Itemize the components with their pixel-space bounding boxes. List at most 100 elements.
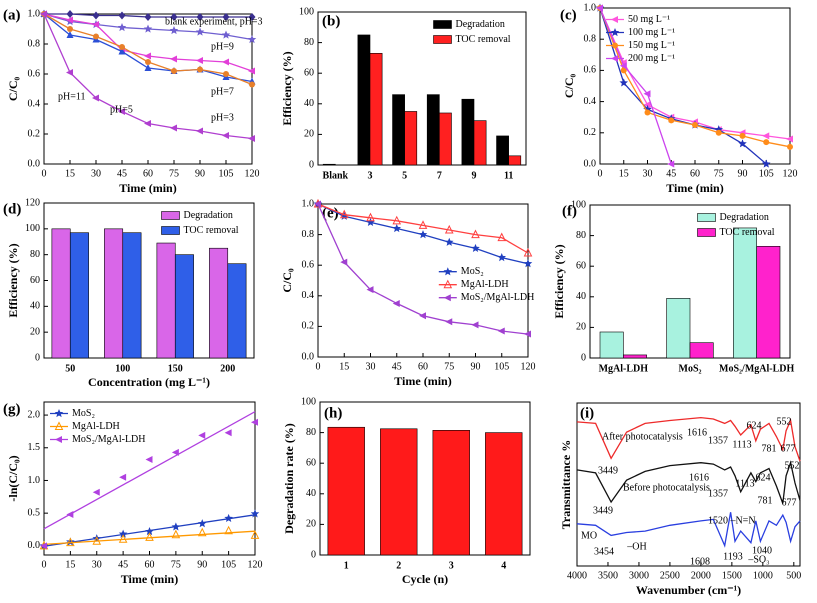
series-line (576, 512, 801, 548)
marker (92, 488, 100, 496)
legend-label: 50 mg L⁻¹ (628, 14, 670, 25)
marker (620, 67, 627, 74)
bar (104, 228, 124, 359)
y-tick-label: 1.0 (302, 198, 315, 209)
y-tick-label: 0.0 (584, 158, 597, 169)
marker (224, 525, 233, 535)
marker (497, 327, 505, 335)
y-tick-label: 40 (30, 301, 40, 312)
marker (222, 132, 229, 139)
x-tick-label: 30 (643, 168, 653, 179)
panel-label: (f) (562, 203, 577, 219)
marker (222, 13, 230, 21)
bar (623, 354, 647, 359)
x-axis-label: Time (min) (394, 374, 451, 388)
marker (40, 10, 47, 18)
x-tick-label: 75 (171, 559, 181, 570)
marker (471, 229, 480, 239)
legend-label: MoS₂ (461, 266, 484, 277)
y-tick-label: 80 (304, 37, 314, 48)
x-tick-label: 1000 (753, 570, 773, 581)
marker (762, 132, 770, 140)
marker (92, 94, 99, 102)
bar (404, 111, 418, 166)
x-tick-label: 75 (444, 361, 454, 372)
marker (119, 44, 125, 50)
y-tick-label: 0.8 (584, 33, 597, 44)
x-tick-label: MoS₂ (679, 363, 702, 374)
marker (250, 509, 260, 518)
series-label: After photocatalysis (602, 431, 683, 442)
marker (170, 55, 177, 63)
marker (763, 139, 770, 146)
x-axis-label: Time (min) (119, 181, 176, 195)
y-tick-label: 20 (306, 519, 316, 530)
marker (118, 529, 128, 538)
y-tick-label: 80 (306, 427, 316, 438)
marker (144, 120, 151, 127)
annotation: 1040 (752, 545, 772, 556)
x-tick-label: 4000 (567, 570, 587, 581)
y-axis-label: C/C₀ (280, 268, 294, 293)
y-tick-label: 0.2 (28, 128, 41, 139)
legend-marker (610, 28, 620, 37)
annotation: –SO₃ (747, 554, 769, 565)
y-tick-label: 100 (301, 396, 316, 407)
y-tick-label: 0.4 (584, 96, 597, 107)
bar (599, 331, 624, 359)
legend-marker (443, 267, 453, 276)
marker (738, 139, 747, 148)
marker (170, 124, 177, 132)
marker (144, 52, 151, 60)
legend-marker (612, 42, 618, 49)
x-tick-label: 0 (316, 361, 321, 372)
y-tick-label: 0.4 (302, 290, 315, 301)
y-tick-label: 0 (309, 159, 314, 170)
marker (171, 529, 181, 539)
legend-marker (54, 421, 64, 430)
y-tick-label: 40 (304, 98, 314, 109)
x-tick-label: 2 (396, 560, 401, 571)
legend-marker (54, 409, 64, 418)
plot-frame (319, 401, 531, 556)
x-axis-label: Cycle (n) (402, 572, 448, 586)
x-tick-label: 120 (248, 559, 263, 570)
x-tick-label: 45 (117, 168, 127, 179)
marker (169, 26, 179, 35)
marker (66, 510, 74, 518)
bar (327, 426, 365, 556)
y-tick-label: 100 (299, 6, 314, 17)
legend-label: MgAl-LDH (72, 421, 120, 432)
legend-swatch (433, 35, 452, 44)
marker (170, 13, 178, 21)
marker (92, 11, 100, 20)
y-tick-label: 0.8 (28, 38, 41, 49)
x-axis-label: Time (min) (666, 181, 723, 195)
bar (508, 155, 522, 166)
x-tick-label: 500 (786, 570, 801, 581)
marker (418, 230, 428, 239)
annotation: 624 (756, 472, 771, 483)
x-tick-label: 11 (504, 170, 513, 181)
marker (692, 122, 698, 128)
marker (419, 312, 426, 320)
y-axis-label: C/C₀ (562, 73, 576, 98)
x-tick-label: 3500 (598, 570, 618, 581)
series-label: pH=9 (211, 41, 234, 52)
marker (118, 47, 126, 55)
marker (523, 247, 533, 257)
legend-swatch (697, 213, 716, 222)
x-tick-label: 2000 (691, 570, 711, 581)
annotation: 552 (785, 460, 800, 471)
panel-label: (d) (3, 201, 21, 217)
y-axis-label: Efficiency (%) (6, 243, 20, 317)
x-tick-label: 200 (220, 363, 235, 374)
x-tick-label: 15 (65, 559, 75, 570)
y-tick-label: 100 (25, 223, 40, 234)
marker (471, 321, 479, 329)
y-tick-label: 60 (576, 260, 586, 271)
y-tick-label: 120 (25, 197, 40, 208)
legend-label: MoS₂/MgAl-LDH (461, 292, 535, 303)
series-label: pH=5 (110, 104, 133, 115)
bar (756, 246, 781, 359)
